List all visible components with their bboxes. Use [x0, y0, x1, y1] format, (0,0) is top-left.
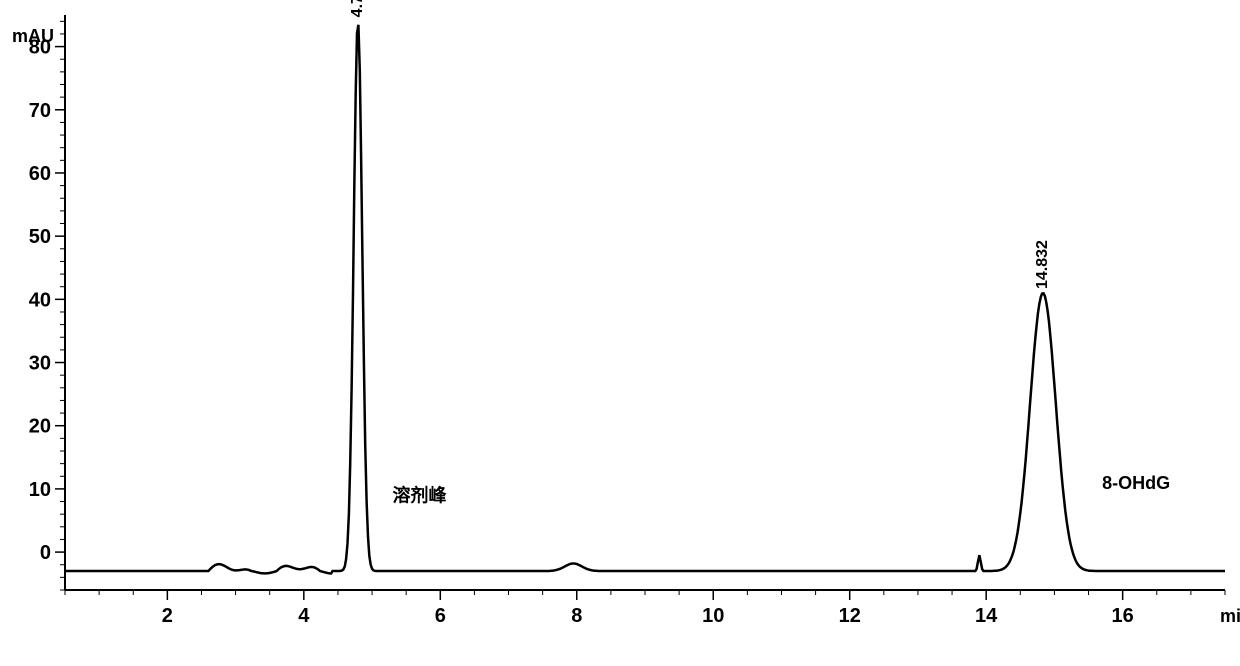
svg-text:8: 8 [571, 605, 582, 627]
svg-text:6: 6 [435, 605, 446, 627]
svg-text:4: 4 [298, 605, 310, 627]
svg-text:50: 50 [29, 226, 51, 248]
x-axis-title: min [1220, 606, 1240, 626]
peak-rt-label: 14.832 [1034, 240, 1051, 289]
svg-text:10: 10 [702, 605, 724, 627]
peak-annotation: 8-OHdG [1102, 473, 1170, 493]
svg-text:0: 0 [40, 542, 51, 564]
chromatogram-trace [65, 25, 1225, 574]
chart-svg: mAU01020304050607080246810121416min4.793… [0, 0, 1240, 666]
svg-text:16: 16 [1112, 605, 1134, 627]
svg-text:40: 40 [29, 289, 51, 311]
svg-text:2: 2 [162, 605, 173, 627]
peak-annotation: 溶剂峰 [393, 485, 448, 506]
svg-text:70: 70 [29, 100, 51, 122]
svg-text:20: 20 [29, 416, 51, 438]
svg-text:60: 60 [29, 163, 51, 185]
svg-text:80: 80 [29, 37, 51, 59]
svg-text:10: 10 [29, 479, 51, 501]
svg-text:12: 12 [839, 605, 861, 627]
peak-rt-label: 4.793 [349, 0, 366, 17]
svg-text:30: 30 [29, 353, 51, 375]
chromatogram-chart: mAU01020304050607080246810121416min4.793… [0, 0, 1240, 666]
svg-text:14: 14 [975, 605, 998, 627]
